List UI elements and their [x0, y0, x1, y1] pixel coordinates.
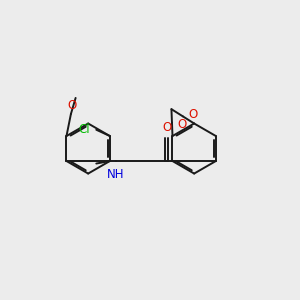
Text: O: O	[188, 108, 197, 122]
Text: NH: NH	[106, 167, 124, 181]
Text: O: O	[177, 118, 187, 130]
Text: O: O	[162, 122, 171, 134]
Text: O: O	[68, 99, 77, 112]
Text: Cl: Cl	[78, 123, 90, 136]
